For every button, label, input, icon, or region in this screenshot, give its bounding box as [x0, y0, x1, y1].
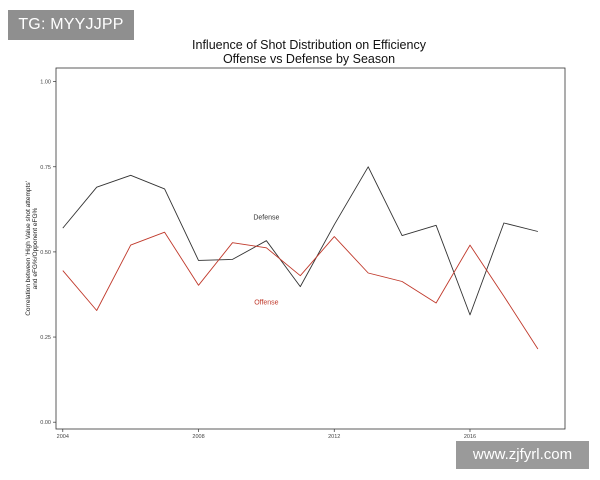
series-line-defense	[62, 166, 539, 316]
y-tick-label: 0.00	[40, 420, 51, 426]
x-tick-label: 2016	[464, 434, 476, 440]
series-layer: Defense Offense	[62, 166, 539, 350]
y-axis-label-line-2: and eFG%/Opponent eFG%	[32, 207, 39, 289]
series-label-offense: Offense	[254, 300, 278, 307]
y-tick-label: 1.00	[40, 80, 51, 86]
y-axis-label-line-1: Correlation between 'High Value shot att…	[25, 181, 32, 316]
x-tick-label: 2004	[57, 434, 69, 440]
y-tick-label: 0.75	[40, 165, 51, 171]
y-tick-label: 0.50	[40, 250, 51, 256]
x-tick-label: 2012	[328, 434, 340, 440]
watermark-top-left: TG: MYYJJPP	[8, 10, 134, 40]
series-line-offense	[62, 231, 539, 350]
chart-title: Influence of Shot Distribution on Effici…	[192, 38, 427, 52]
x-tick-label: 2008	[192, 434, 204, 440]
chart-subtitle: Offense vs Defense by Season	[223, 52, 395, 66]
y-axis-label: Correlation between 'High Value shot att…	[25, 181, 39, 316]
y-tick-label: 0.25	[40, 335, 51, 341]
plot-panel	[55, 67, 566, 430]
x-axis: 2004 2008 2012 2016	[57, 429, 476, 440]
series-label-defense: Defense	[253, 215, 279, 222]
watermark-bottom-right: www.zjfyrl.com	[456, 441, 589, 469]
y-axis: 0.00 0.25 0.50 0.75 1.00	[40, 80, 56, 426]
